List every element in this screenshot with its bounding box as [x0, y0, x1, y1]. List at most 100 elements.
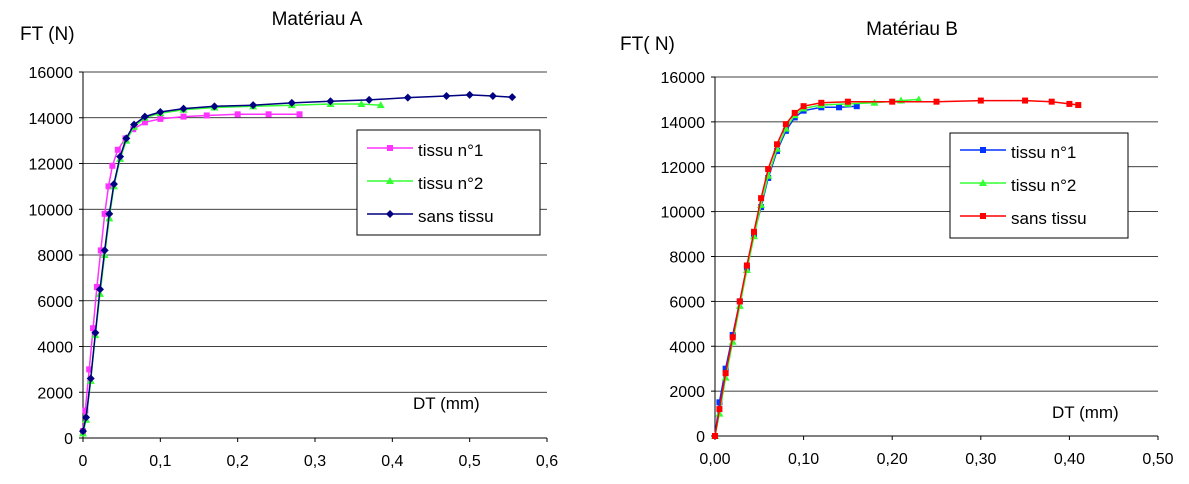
chart-a-series-1-point	[93, 284, 100, 291]
chart-b-legend-label-2: tissu n°2	[1011, 176, 1076, 195]
chart-a-y-tick-label: 14000	[29, 111, 74, 128]
chart-a-series-3-point	[96, 285, 105, 294]
chart-a-series-3-point	[79, 427, 87, 436]
chart-a-x-tick-label: 0,3	[304, 453, 326, 470]
chart-a-series-3-point	[287, 98, 296, 107]
chart-b-series-3-point	[977, 97, 984, 104]
chart-b-y-tick-label: 0	[696, 429, 705, 446]
chart-a-series-1-point	[265, 111, 272, 118]
chart-a-series-1-point	[203, 112, 210, 119]
chart-a-series-3-point	[156, 108, 165, 117]
chart-b-series-3-point	[722, 370, 729, 377]
chart-b-y-ticks: 0 2000 4000 6000 8000 10000 12000 14000 16000	[661, 70, 706, 446]
chart-a-x-tick-label: 0,2	[227, 453, 249, 470]
chart-a-y-tick-label: 6000	[37, 294, 73, 311]
chart-a-series-3-point	[82, 413, 91, 422]
chart-a-series-2-point	[357, 100, 366, 108]
chart-a-series-3-point	[249, 101, 258, 110]
chart-b-axes	[711, 76, 1159, 440]
chart-b-y-tick-label: 12000	[661, 160, 706, 177]
chart-a-series-3-point	[130, 120, 139, 129]
chart-a-y-tick-label: 0	[64, 431, 73, 448]
chart-a-series-1-point	[180, 113, 187, 120]
chart-b-y-tick-label: 14000	[661, 115, 706, 132]
chart-b-x-tick-label: 0,00	[699, 451, 730, 468]
chart-a-series-3-point	[86, 374, 95, 383]
chart-b-series-3-point	[750, 228, 757, 235]
chart-a-legend: tissu n°1 tissu n°2 sans tissu	[356, 129, 541, 236]
chart-b-y-tick-label: 8000	[669, 250, 705, 267]
chart-b-y-axis-label: FT( N)	[620, 34, 675, 55]
chart-a-y-tick-label: 4000	[37, 340, 73, 357]
chart-a-series-1-point	[90, 325, 97, 332]
chart-b-series-3-point	[889, 98, 896, 105]
chart-b-x-tick-label: 0,30	[965, 451, 996, 468]
chart-b-x-tick-label: 0,40	[1054, 451, 1085, 468]
chart-a-series-3-point	[109, 180, 118, 189]
chart-a-series-2-line	[82, 103, 381, 434]
chart-b-title: Matériau B	[866, 19, 958, 40]
chart-a-series-3-point	[105, 209, 114, 218]
chart-a-series-1-point	[114, 146, 121, 153]
chart-b-series-3-point	[1075, 102, 1082, 109]
chart-b-series-3-line	[714, 99, 1079, 437]
chart-a-series-3-point	[210, 102, 219, 111]
chart-b-y-tick-label: 2000	[669, 384, 705, 401]
chart-a-legend-label-3: sans tissu	[418, 207, 494, 226]
chart-b-y-tick-label: 6000	[669, 294, 705, 311]
chart-a-legend-label-1: tissu n°1	[418, 141, 483, 160]
chart-a-series-3-line	[82, 94, 513, 432]
chart-b-series-3	[712, 97, 1082, 439]
chart-b-series-3-point	[933, 98, 940, 105]
chart-a-series-3-point	[442, 92, 451, 101]
chart-a-y-tick-label: 10000	[29, 202, 74, 219]
chart-b-x-axis-label: DT (mm)	[1052, 403, 1119, 422]
chart-b-series-3-point	[765, 165, 772, 172]
chart-b-series-3-point	[791, 109, 798, 116]
chart-a-x-axis-label: DT (mm)	[413, 394, 480, 413]
chart-b-y-tick-label: 16000	[661, 70, 706, 87]
chart-a-x-ticks: 0 0,1 0,2 0,3 0,4 0,5 0,6	[79, 453, 559, 470]
chart-a-series-3-point	[122, 134, 131, 143]
chart-b-legend-label-1: tissu n°1	[1011, 143, 1076, 162]
chart-b-legend-label-3: sans tissu	[1011, 209, 1087, 228]
chart-b-series-3-point	[844, 98, 851, 105]
chart-a-y-ticks: 0 2000 4000 6000 8000 10000 12000 14000 16000	[29, 65, 74, 448]
chart-b-x-tick-label: 0,10	[788, 451, 819, 468]
chart-a-series-3-point	[116, 152, 125, 161]
chart-b-y-tick-label: 10000	[661, 205, 706, 222]
chart-a-y-axis-label: FT (N)	[20, 24, 75, 45]
chart-b-series-2-point	[914, 95, 923, 103]
chart-a-y-tick-label: 8000	[37, 248, 73, 265]
chart-b-series-1-point	[716, 399, 723, 406]
chart-b-series-3-point	[800, 103, 807, 110]
chart-a-series-3-point	[140, 112, 149, 121]
chart-a-series-3-point	[488, 92, 497, 101]
chart-a-series-1-point	[141, 119, 148, 126]
chart-b-series-2	[711, 95, 923, 439]
chart-a-series-1-point	[109, 162, 116, 169]
chart-a-y-tick-label: 16000	[29, 65, 74, 82]
chart-b-legend-marker-1	[980, 147, 986, 153]
chart-b-legend-marker-2	[979, 179, 987, 186]
chart-b-series-2-point	[735, 301, 744, 309]
chart-a-x-tick-label: 0,4	[381, 453, 403, 470]
chart-b-series-1-line	[714, 105, 857, 437]
chart-a-series-1-point	[105, 183, 112, 190]
chart-b-series-1-point	[722, 365, 729, 372]
chart-a-series-2	[79, 100, 385, 437]
chart-b-x-tick-label: 0,50	[1142, 451, 1173, 468]
chart-a-series	[79, 90, 517, 437]
chart-a-series-1-point	[234, 111, 241, 118]
chart-b-series-3-point	[774, 141, 781, 148]
chart-a-legend-marker-2	[386, 177, 394, 184]
chart-b-series-2-point	[749, 232, 758, 240]
chart-a-series-1-point	[101, 210, 108, 217]
chart-a-x-tick-label: 0,6	[536, 453, 558, 470]
chart-a-series-1-line	[82, 113, 300, 432]
chart-b-series-3-point	[1048, 98, 1055, 105]
chart-b-x-tick-label: 0,20	[877, 451, 908, 468]
chart-b-series-3-point	[782, 121, 789, 128]
chart-a-series-3-point	[403, 93, 412, 102]
